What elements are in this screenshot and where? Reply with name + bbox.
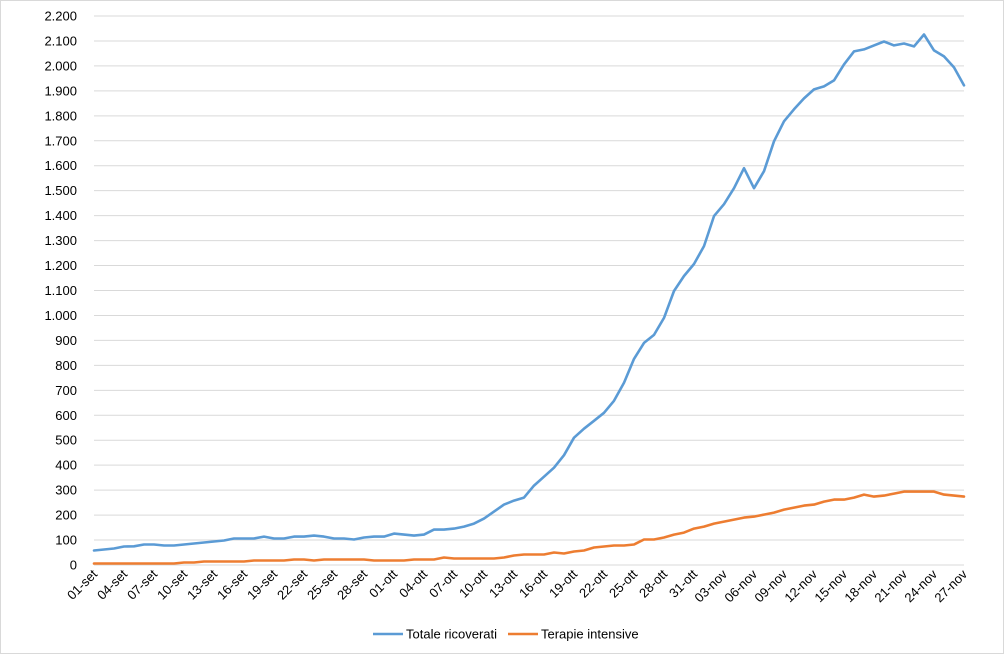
x-tick-label: 12-nov	[781, 566, 820, 605]
series-line-totale-ricoverati	[92, 33, 966, 552]
x-tick-label: 16-set	[214, 566, 250, 602]
x-tick-label: 21-nov	[871, 566, 910, 605]
legend-label-terapie-intensive: Terapie intensive	[541, 627, 639, 642]
y-tick-label: 200	[55, 508, 77, 523]
y-tick-label: 500	[55, 433, 77, 448]
y-tick-label: 0	[70, 558, 77, 573]
x-tick-label: 04-set	[94, 566, 130, 602]
x-tick-label: 25-set	[304, 566, 340, 602]
x-tick-label: 16-ott	[516, 566, 550, 600]
x-tick-label: 15-nov	[811, 566, 850, 605]
x-tick-label: 01-ott	[366, 566, 400, 600]
y-tick-label: 1.700	[44, 133, 77, 148]
legend: Totale ricoverati Terapie intensive	[373, 627, 639, 642]
x-tick-label: 28-set	[334, 566, 370, 602]
series-line-terapie-intensive	[92, 490, 966, 565]
x-tick-label: 09-nov	[751, 566, 790, 605]
y-tick-label: 800	[55, 358, 77, 373]
y-tick-label: 400	[55, 458, 77, 473]
gridlines	[94, 15, 964, 541]
x-tick-label: 10-ott	[456, 566, 490, 600]
y-tick-label: 600	[55, 408, 77, 423]
x-tick-label: 13-set	[184, 566, 220, 602]
x-tick-label: 03-nov	[691, 566, 730, 605]
x-tick-label: 13-ott	[486, 566, 520, 600]
series-lines	[92, 33, 966, 565]
y-tick-label: 1.800	[44, 108, 77, 123]
y-tick-label: 300	[55, 483, 77, 498]
x-tick-label: 10-set	[154, 566, 190, 602]
y-tick-label: 2.100	[44, 33, 77, 48]
x-tick-label: 18-nov	[841, 566, 880, 605]
y-tick-label: 1.200	[44, 258, 77, 273]
legend-label-totale-ricoverati: Totale ricoverati	[406, 627, 497, 642]
y-tick-label: 100	[55, 533, 77, 548]
x-tick-label: 06-nov	[721, 566, 760, 605]
x-tick-label: 04-ott	[396, 566, 430, 600]
x-axis-tick-labels: 01-set04-set07-set10-set13-set16-set19-s…	[64, 566, 971, 605]
y-axis-tick-labels: 0 100 200 300 400 500 600 700 800 900 1.000 1.100 1.…	[44, 9, 77, 573]
x-tick-label: 27-nov	[931, 566, 970, 605]
y-tick-label: 1.500	[44, 183, 77, 198]
y-tick-label: 1.000	[44, 308, 77, 323]
x-tick-label: 07-ott	[426, 566, 460, 600]
x-tick-label: 07-set	[124, 566, 160, 602]
x-tick-label: 22-set	[274, 566, 310, 602]
x-tick-label: 19-set	[244, 566, 280, 602]
y-tick-label: 2.200	[44, 9, 77, 24]
x-tick-label: 24-nov	[901, 566, 940, 605]
y-tick-label: 900	[55, 333, 77, 348]
x-tick-label: 22-ott	[576, 566, 610, 600]
y-tick-label: 1.100	[44, 283, 77, 298]
x-tick-label: 19-ott	[546, 566, 580, 600]
y-tick-label: 700	[55, 383, 77, 398]
y-tick-label: 1.900	[44, 83, 77, 98]
y-tick-label: 1.400	[44, 208, 77, 223]
y-tick-label: 1.600	[44, 158, 77, 173]
y-tick-label: 2.000	[44, 58, 77, 73]
x-tick-label: 28-ott	[636, 566, 670, 600]
y-tick-label: 1.300	[44, 233, 77, 248]
x-tick-label: 25-ott	[606, 566, 640, 600]
